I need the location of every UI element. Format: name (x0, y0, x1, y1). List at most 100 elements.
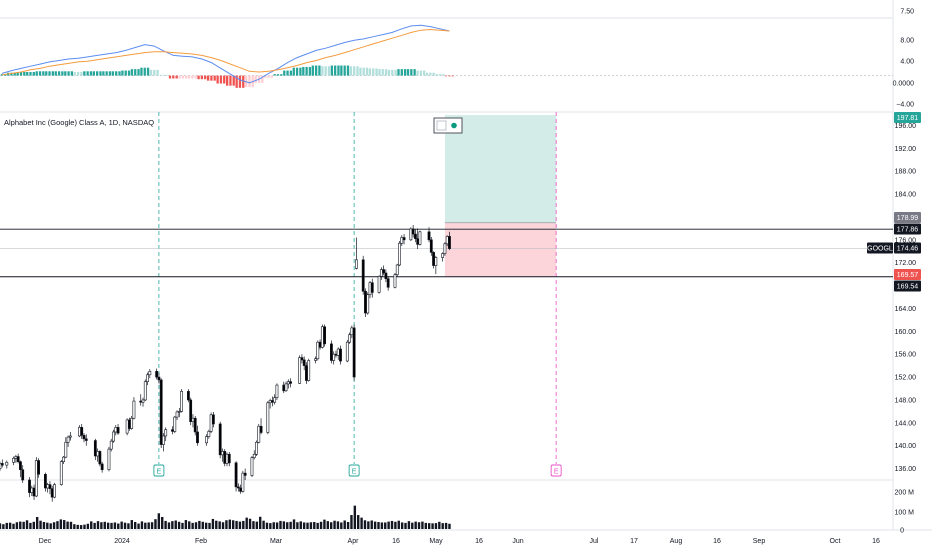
volume-bar (380, 522, 384, 529)
volume-bar (113, 522, 117, 529)
macd-histogram-bar (118, 71, 121, 76)
macd-histogram-bar (308, 66, 312, 76)
earnings-badge[interactable] (550, 464, 562, 477)
macd-histogram-bar (403, 69, 407, 76)
volume-bar (404, 522, 407, 529)
volume-bar (133, 522, 137, 529)
svg-text:169.54: 169.54 (897, 284, 919, 291)
price-axis[interactable]: 196.00192.00188.00184.00180.00176.00172.… (867, 9, 921, 535)
volume-bar (120, 521, 123, 529)
candle (361, 255, 365, 295)
candle (316, 340, 320, 361)
macd-histogram-bar (206, 75, 210, 81)
price-tag-gray[interactable]: 178.99 (894, 212, 921, 223)
macd-histogram-bar (137, 69, 140, 76)
volume-bar (191, 522, 194, 529)
volume-bar (154, 519, 157, 529)
time-tick-label: Aug (670, 538, 683, 545)
earnings-badge[interactable] (348, 464, 360, 477)
price-tick-label: 136.00 (895, 466, 917, 473)
symbol-title[interactable]: Alphabet Inc (Google) Class A, 1D, NASDA… (4, 118, 154, 127)
horizontal-lines[interactable] (0, 228, 893, 278)
svg-text:178.99: 178.99 (897, 215, 919, 222)
volume-bar (2, 524, 5, 529)
earnings-badge[interactable] (153, 464, 165, 477)
volume-bar (417, 522, 421, 529)
macd-tick-label: 0.0000 (893, 81, 915, 88)
candle (209, 412, 213, 434)
macd-histogram-bar (254, 75, 257, 83)
price-tag-dark[interactable]: 169.54 (894, 280, 921, 292)
macd-panel[interactable] (0, 24, 893, 88)
candle (305, 362, 308, 384)
candle (395, 263, 399, 277)
volume-bar (79, 525, 83, 529)
volume-bar (215, 520, 218, 529)
volume-bar (96, 521, 100, 529)
candle (146, 372, 149, 386)
price-tag-dark[interactable]: 177.86 (894, 223, 921, 235)
macd-histogram-bar (280, 74, 283, 76)
candle (19, 460, 22, 478)
volume-bar (103, 521, 106, 529)
candle (143, 379, 147, 402)
volume-bar (161, 517, 164, 529)
earnings-badge-label: E (157, 469, 162, 476)
candle (298, 355, 302, 384)
volume-bar (333, 520, 336, 529)
volume-bar (5, 522, 8, 529)
macd-histogram-bar (140, 67, 143, 76)
candle (66, 435, 70, 447)
candle (323, 324, 327, 347)
macd-histogram-bar (162, 74, 165, 76)
volume-bar (83, 524, 86, 529)
candle (53, 482, 56, 499)
macd-histogram-bar (242, 75, 245, 88)
macd-histogram-bar (127, 70, 131, 76)
macd-histogram-bar (346, 65, 350, 76)
candle (377, 275, 381, 294)
volume-bar (73, 524, 76, 529)
price-tick-label: 164.00 (895, 306, 917, 313)
macd-line (1, 24, 450, 84)
candle (80, 423, 84, 439)
macd-histogram-bar (10, 72, 13, 76)
candle (411, 224, 415, 238)
macd-histogram-bar (410, 69, 413, 76)
svg-text:177.86: 177.86 (897, 227, 919, 234)
time-axis[interactable]: Dec 2024 Feb Mar Apr 16 May 16 Jun Jul 17 Aug 16 Sep O… (39, 538, 880, 545)
macd-histogram-bar (349, 66, 353, 76)
macd-histogram-bar (416, 70, 419, 76)
loss-zone[interactable] (444, 222, 557, 277)
volume-bar (22, 521, 25, 529)
price-tag-target[interactable]: 197.81 (894, 112, 921, 123)
volume-bar (414, 521, 417, 529)
legend-toggle-buttons[interactable] (433, 117, 463, 134)
visibility-toggle-button[interactable] (436, 120, 447, 131)
macd-histogram-bar (387, 69, 391, 76)
profit-zone[interactable] (444, 115, 557, 223)
macd-histogram-bar (289, 70, 293, 76)
price-tag-last[interactable]: 174.46 GOOGL (867, 242, 921, 254)
volume-bar (434, 523, 438, 529)
candle (78, 425, 81, 438)
position-tool[interactable] (444, 115, 557, 277)
macd-histogram-bar (32, 72, 35, 76)
candle (171, 426, 174, 435)
macd-histogram-bar (435, 74, 438, 76)
volume-bar (323, 519, 326, 529)
time-tick-label: 2024 (114, 538, 130, 545)
volume-bar (90, 521, 93, 529)
price-tag-stop[interactable]: 169.57 (894, 269, 921, 280)
volume-bar (110, 522, 113, 529)
candle (320, 324, 324, 349)
candle (364, 288, 367, 318)
candle (98, 450, 102, 467)
volume-bar (269, 523, 272, 529)
macd-histogram-bar (353, 66, 356, 76)
macd-histogram-bar (26, 72, 29, 76)
volume-bar (201, 521, 204, 529)
volume-bar (370, 520, 373, 529)
time-tick-label: Mar (270, 538, 283, 545)
